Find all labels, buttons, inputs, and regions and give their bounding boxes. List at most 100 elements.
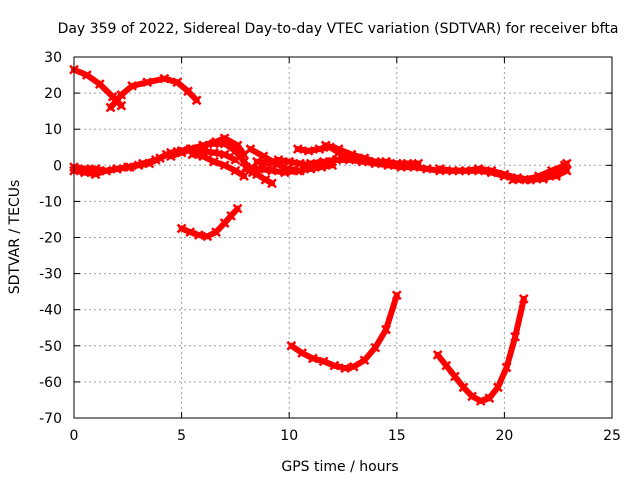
data-point xyxy=(137,158,148,169)
y-tick-label: -50 xyxy=(39,339,62,355)
data-point xyxy=(460,165,471,176)
series-arc-6 xyxy=(187,149,249,182)
y-tick-label: -10 xyxy=(39,194,62,210)
data-point xyxy=(142,77,153,88)
data-point xyxy=(193,230,204,240)
y-tick-labels: -70 -60 -50 -40 -30 -20 -10 0 10 20 30 xyxy=(39,50,62,427)
x-tick-label: 15 xyxy=(388,428,406,444)
data-point xyxy=(105,102,116,113)
data-point xyxy=(391,290,402,301)
data-point xyxy=(286,340,297,351)
data-point xyxy=(125,162,135,172)
y-tick-label: -60 xyxy=(39,375,62,391)
data-point xyxy=(82,70,92,80)
data-point xyxy=(208,138,219,149)
data-point xyxy=(198,151,209,162)
data-point xyxy=(340,363,351,374)
data-point xyxy=(314,144,325,154)
data-point xyxy=(518,293,529,304)
grid-lines xyxy=(74,57,612,418)
data-point xyxy=(370,158,381,169)
data-point xyxy=(458,382,469,393)
data-point xyxy=(307,353,318,364)
data-point xyxy=(219,218,230,228)
data-point xyxy=(370,342,381,353)
data-point xyxy=(101,165,112,176)
data-point xyxy=(508,174,518,185)
chart-title: Day 359 of 2022, Sidereal Day-to-day VTE… xyxy=(58,21,619,37)
y-tick-label: 0 xyxy=(53,158,62,174)
data-point xyxy=(381,324,391,335)
data-point xyxy=(211,227,221,237)
data-point xyxy=(112,164,122,174)
data-point xyxy=(533,171,544,182)
data-point xyxy=(252,156,262,167)
y-tick-label: 10 xyxy=(44,122,62,138)
y-tick-label: -70 xyxy=(39,411,62,427)
data-point xyxy=(434,164,445,174)
series-arc-18 xyxy=(432,293,529,406)
data-point xyxy=(94,79,105,89)
data-point xyxy=(245,144,256,154)
data-point xyxy=(357,156,368,167)
data-point xyxy=(226,210,236,221)
data-point xyxy=(262,158,273,169)
data-point xyxy=(219,160,230,171)
data-point xyxy=(305,158,316,169)
data-point xyxy=(450,371,460,382)
y-axis-title: SDTVAR / TECUs xyxy=(7,180,23,295)
x-tick-label: 10 xyxy=(280,428,298,444)
data-point xyxy=(254,164,264,174)
data-point xyxy=(90,164,101,174)
series-arc-9 xyxy=(241,160,338,178)
data-series xyxy=(69,64,572,406)
data-point xyxy=(267,165,277,176)
data-point xyxy=(348,361,359,372)
data-point xyxy=(467,391,478,402)
data-point xyxy=(260,174,271,185)
data-point xyxy=(191,95,202,106)
data-point xyxy=(150,155,161,165)
series-line xyxy=(434,295,527,404)
data-point xyxy=(116,100,127,111)
data-point xyxy=(292,165,303,176)
data-point xyxy=(198,140,209,151)
data-point xyxy=(475,396,486,406)
data-point xyxy=(493,382,503,393)
data-point xyxy=(318,156,329,167)
data-point xyxy=(546,165,557,176)
data-point xyxy=(409,162,419,172)
data-point xyxy=(484,393,495,404)
data-point xyxy=(280,167,290,178)
x-tick-label: 20 xyxy=(495,428,513,444)
y-tick-label: -30 xyxy=(39,267,62,283)
data-point xyxy=(318,356,329,367)
data-point xyxy=(241,162,252,172)
x-tick-label: 0 xyxy=(70,428,79,444)
y-tick-label: -20 xyxy=(39,231,62,247)
data-point xyxy=(486,167,497,178)
data-point xyxy=(344,155,355,165)
data-point xyxy=(320,140,331,151)
data-point xyxy=(303,145,314,156)
x-tick-label: 5 xyxy=(177,428,186,444)
data-point xyxy=(473,165,484,176)
data-point xyxy=(383,160,394,171)
data-point xyxy=(219,149,230,160)
data-point xyxy=(331,155,342,165)
data-point xyxy=(230,145,241,156)
x-tick-label: 25 xyxy=(603,428,621,444)
data-point xyxy=(116,90,127,100)
data-point xyxy=(329,360,340,371)
data-point xyxy=(185,227,196,237)
data-point xyxy=(176,147,187,158)
series-arc-16 xyxy=(176,203,243,242)
data-point xyxy=(232,203,243,214)
y-tick-label: 30 xyxy=(44,50,62,66)
series-line xyxy=(288,292,400,372)
data-point xyxy=(208,156,219,167)
data-point xyxy=(333,144,344,154)
data-point xyxy=(284,156,295,167)
x-tick-labels: 0 5 10 15 20 25 xyxy=(70,428,621,444)
